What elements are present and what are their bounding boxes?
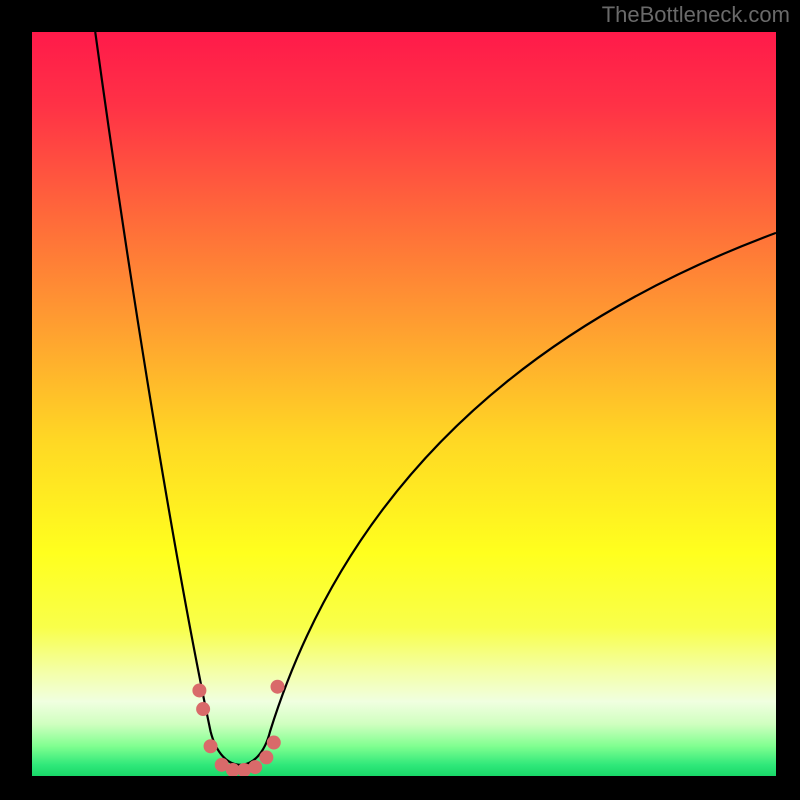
chart-container: TheBottleneck.com bbox=[0, 0, 800, 800]
data-marker bbox=[271, 680, 285, 694]
data-marker bbox=[192, 683, 206, 697]
data-marker bbox=[196, 702, 210, 716]
curve-layer bbox=[32, 32, 776, 776]
watermark-text: TheBottleneck.com bbox=[602, 2, 790, 28]
data-marker bbox=[259, 750, 273, 764]
plot-area bbox=[32, 32, 776, 776]
data-marker bbox=[267, 736, 281, 750]
data-marker bbox=[204, 739, 218, 753]
bottleneck-curve bbox=[95, 32, 776, 765]
data-marker bbox=[248, 760, 262, 774]
